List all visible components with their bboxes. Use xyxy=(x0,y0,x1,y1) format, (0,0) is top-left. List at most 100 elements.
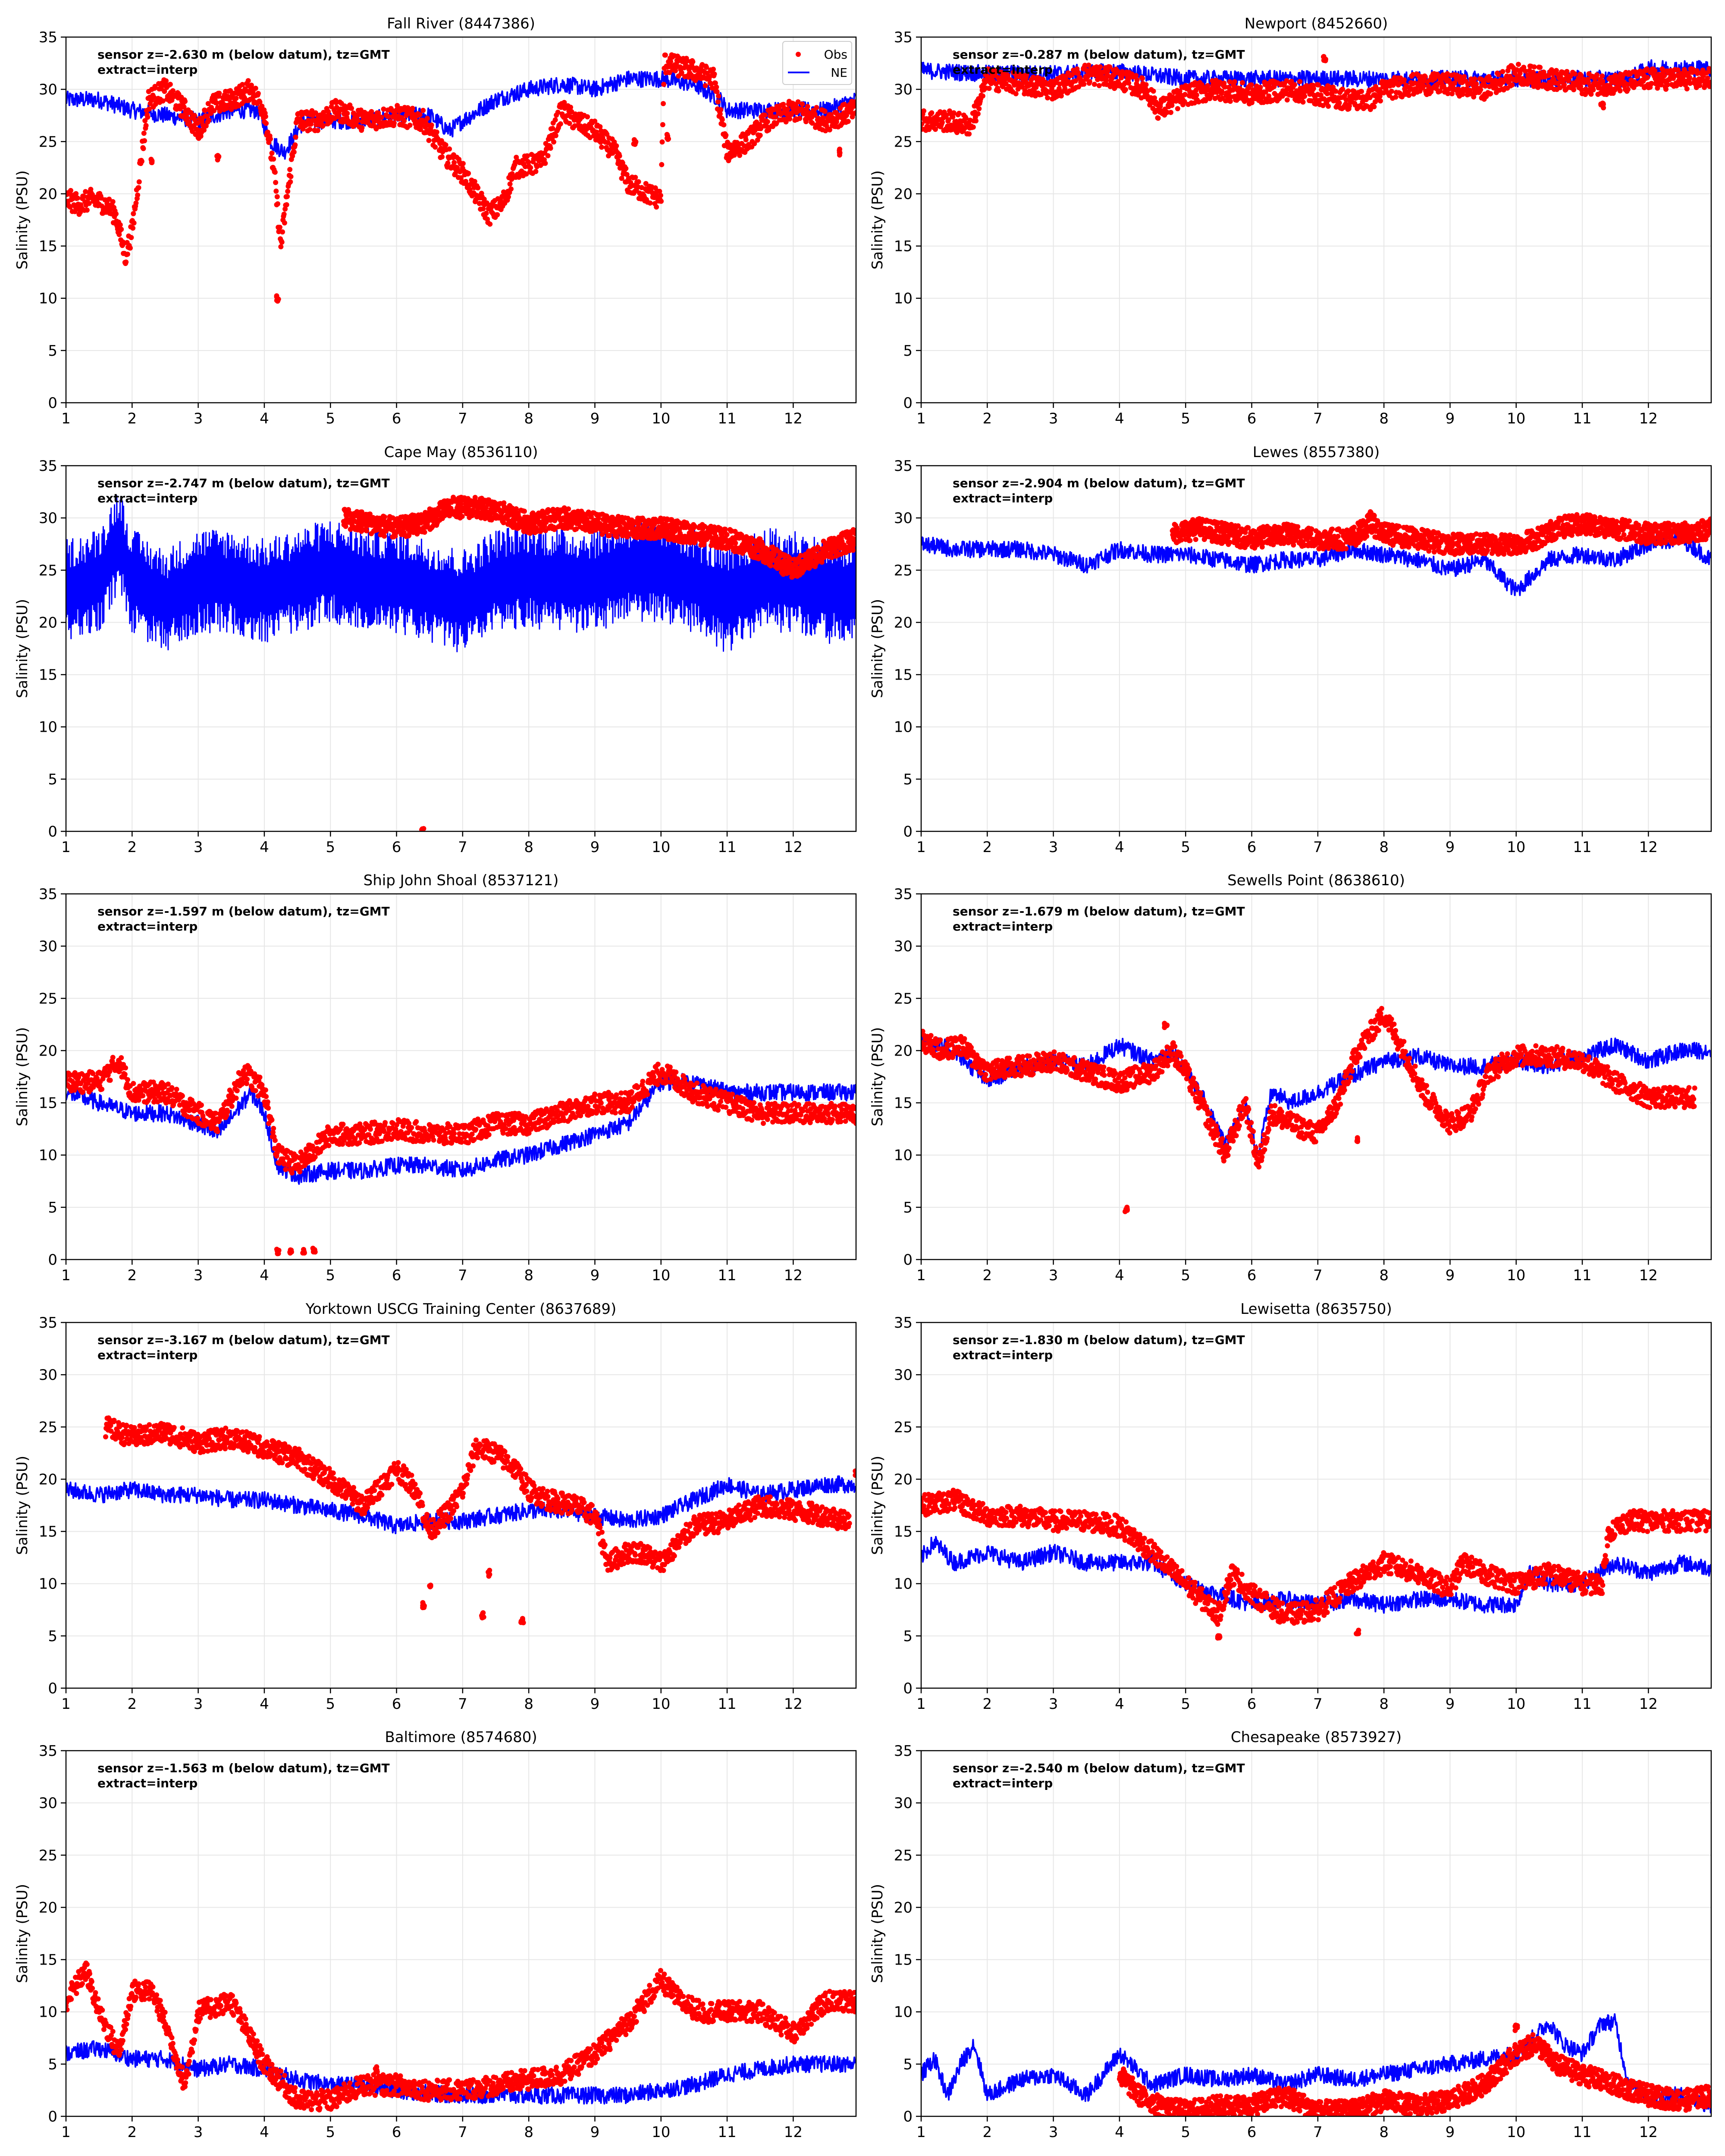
obs-point xyxy=(757,122,762,127)
obs-point xyxy=(1389,88,1394,94)
x-tick-label: 4 xyxy=(260,839,269,856)
obs-point xyxy=(657,188,662,194)
plot-area xyxy=(66,52,856,304)
obs-point xyxy=(1607,84,1613,90)
obs-point xyxy=(631,137,637,142)
obs-point xyxy=(1177,88,1182,94)
obs-point xyxy=(719,117,725,122)
obs-point xyxy=(439,154,445,160)
obs-point xyxy=(765,119,770,125)
obs-point xyxy=(151,94,157,100)
obs-point xyxy=(410,106,415,111)
obs-point xyxy=(288,179,293,185)
x-tick-label: 1 xyxy=(61,410,71,427)
legend-obs-marker xyxy=(796,52,801,57)
obs-point xyxy=(1367,95,1373,100)
obs-point xyxy=(795,99,801,105)
obs-point xyxy=(84,207,90,213)
obs-point xyxy=(201,127,207,133)
obs-point xyxy=(1249,100,1255,105)
obs-point xyxy=(1098,64,1103,69)
obs-point xyxy=(1412,80,1418,86)
obs-point xyxy=(167,81,173,87)
obs-point xyxy=(443,142,448,148)
obs-point xyxy=(1240,80,1245,85)
obs-point xyxy=(135,192,141,198)
obs-point xyxy=(1123,87,1128,92)
obs-point xyxy=(1175,106,1180,111)
x-tick-label: 10 xyxy=(652,410,670,427)
obs-point xyxy=(182,99,188,104)
obs-point xyxy=(660,122,665,128)
obs-point xyxy=(1315,82,1321,88)
obs-point xyxy=(815,544,821,550)
y-tick-label: 0 xyxy=(48,395,57,412)
obs-point xyxy=(401,118,407,124)
obs-point xyxy=(131,220,137,226)
obs-point xyxy=(1169,103,1175,108)
x-tick-label: 11 xyxy=(1573,410,1591,427)
obs-point xyxy=(723,132,729,138)
y-tick-label: 20 xyxy=(39,185,57,203)
sensor-annotation: sensor z=-2.747 m (below datum), tz=GMT xyxy=(97,476,390,490)
obs-point xyxy=(521,508,527,514)
obs-point xyxy=(382,514,387,520)
y-tick-label: 20 xyxy=(894,185,913,203)
obs-point xyxy=(921,108,927,114)
obs-point xyxy=(1086,63,1091,68)
obs-point xyxy=(929,110,935,116)
obs-point xyxy=(550,507,556,512)
obs-point xyxy=(1449,91,1455,97)
obs-point xyxy=(86,201,92,206)
obs-point xyxy=(552,117,558,122)
obs-point xyxy=(647,200,653,206)
y-tick-label: 15 xyxy=(39,667,57,684)
obs-point xyxy=(604,132,610,137)
obs-point xyxy=(1081,81,1087,87)
obs-point xyxy=(123,259,129,265)
obs-point xyxy=(715,99,721,105)
obs-point xyxy=(607,533,612,538)
obs-point xyxy=(78,210,83,215)
obs-point xyxy=(1296,98,1302,104)
obs-point xyxy=(509,171,515,176)
obs-point xyxy=(1535,75,1540,80)
obs-point xyxy=(267,136,273,142)
obs-point xyxy=(240,82,245,87)
obs-point xyxy=(336,114,341,119)
obs-point xyxy=(773,114,778,120)
obs-point xyxy=(291,149,297,155)
obs-point xyxy=(781,102,786,107)
obs-point xyxy=(1105,73,1111,79)
obs-point xyxy=(434,129,439,135)
obs-point xyxy=(973,118,979,124)
obs-point xyxy=(711,66,716,72)
y-tick-label: 10 xyxy=(894,290,913,307)
obs-point xyxy=(130,226,136,231)
obs-point xyxy=(215,157,220,163)
x-tick-label: 1 xyxy=(916,410,926,427)
obs-point xyxy=(1707,84,1711,89)
obs-point xyxy=(282,206,288,212)
obs-point xyxy=(72,209,78,214)
obs-point xyxy=(1472,76,1477,82)
obs-point xyxy=(215,153,220,158)
obs-point xyxy=(285,188,291,194)
obs-point xyxy=(1187,538,1193,543)
y-tick-label: 5 xyxy=(903,342,913,360)
obs-point xyxy=(1564,69,1570,74)
x-tick-label: 2 xyxy=(982,410,992,427)
legend-label-obs: Obs xyxy=(824,47,847,62)
x-tick-label: 12 xyxy=(784,839,803,856)
x-tick-label: 6 xyxy=(392,839,401,856)
x-tick-label: 5 xyxy=(1181,410,1190,427)
obs-point xyxy=(1460,91,1465,97)
obs-point xyxy=(163,78,169,84)
obs-point xyxy=(1205,83,1211,88)
obs-point xyxy=(1571,87,1577,92)
obs-point xyxy=(1393,94,1399,100)
obs-point xyxy=(1471,94,1477,100)
obs-point xyxy=(1143,82,1149,88)
x-tick-label: 5 xyxy=(326,839,335,856)
